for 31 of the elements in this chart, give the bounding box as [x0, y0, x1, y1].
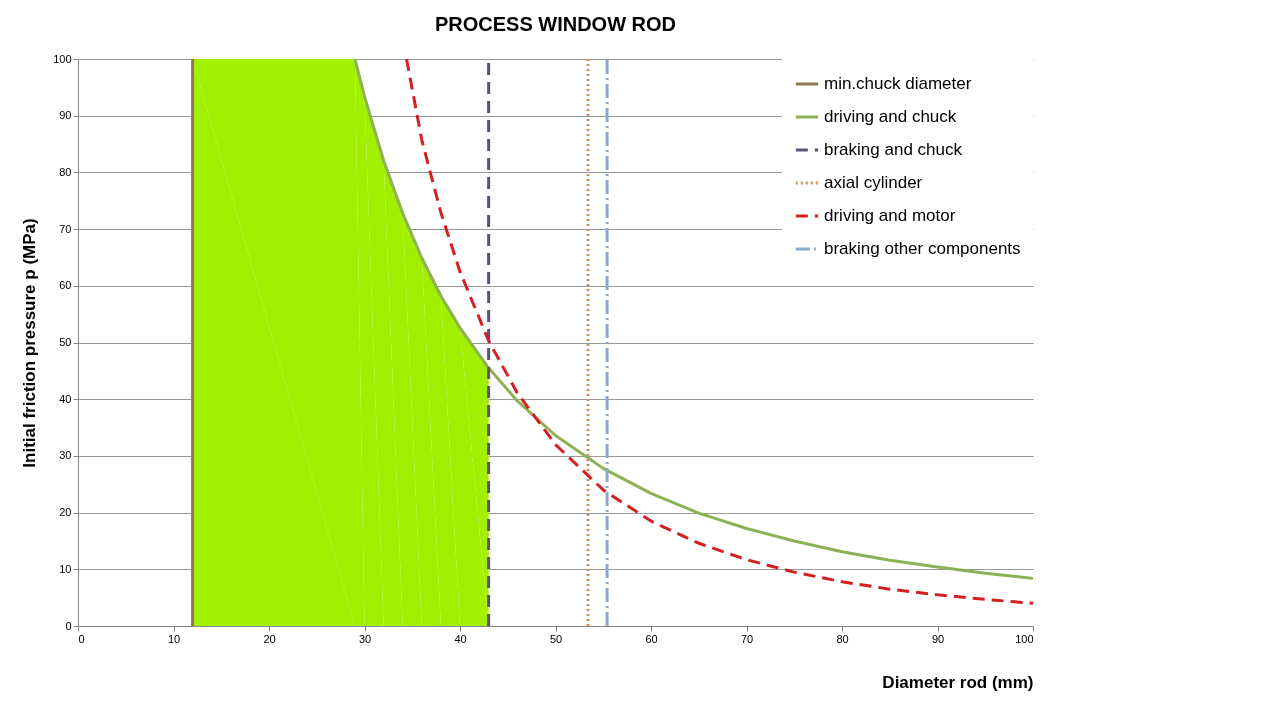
- x-tick-label: 40: [454, 632, 467, 645]
- y-tick-label: 80: [59, 165, 72, 178]
- x-tick-label: 0: [78, 632, 85, 645]
- y-tick-label: 30: [59, 449, 72, 462]
- x-axis-title: Diameter rod (mm): [882, 672, 1034, 692]
- chart-title: PROCESS WINDOW ROD: [434, 13, 677, 35]
- x-tick-label: 10: [167, 632, 181, 645]
- x-tick-label: 90: [931, 632, 945, 645]
- y-tick-label: 0: [65, 619, 72, 632]
- x-tick-label: 20: [263, 632, 276, 645]
- x-tick-label: 80: [836, 632, 849, 645]
- y-tick-label: 20: [59, 506, 72, 519]
- x-tick-label: 30: [358, 632, 372, 645]
- y-tick-label: 50: [59, 336, 72, 348]
- y-tick-label: 100: [53, 52, 72, 65]
- y-tick-label: 70: [59, 222, 72, 235]
- legend-label: min.chuck diameter: [824, 74, 972, 93]
- legend-label: axial cylinder: [824, 173, 923, 192]
- x-tick-label: 70: [740, 632, 754, 645]
- legend-label: driving and chuck: [824, 107, 957, 126]
- y-axis-title: Initial friction pressure p (MPa): [20, 218, 40, 468]
- x-tick-label: 60: [645, 632, 658, 645]
- legend-label: braking other components: [824, 239, 1021, 258]
- legend-label: braking and chuck: [824, 140, 963, 159]
- y-tick-label: 90: [59, 109, 72, 122]
- legend-label: driving and motor: [824, 206, 956, 225]
- y-tick-label: 60: [59, 279, 72, 292]
- y-tick-label: 10: [59, 562, 72, 575]
- y-tick-label: 40: [59, 392, 72, 405]
- x-tick-label: 100: [1015, 632, 1034, 645]
- x-tick-label: 50: [549, 632, 563, 645]
